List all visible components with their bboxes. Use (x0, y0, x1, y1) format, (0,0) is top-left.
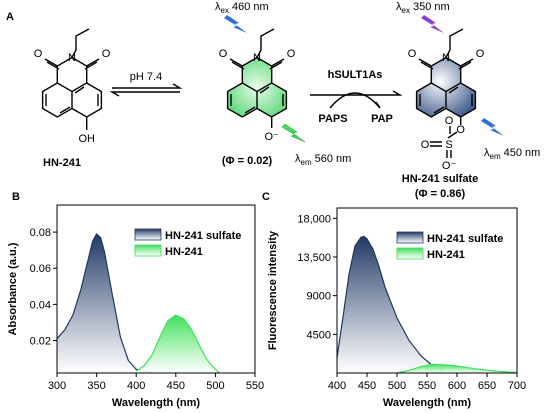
y-tick-label: 18,000 (297, 213, 331, 225)
x-tick-label: 550 (246, 380, 264, 392)
y-tick-label: 4500 (307, 329, 331, 341)
atom: O⁻ (442, 160, 457, 172)
enzyme: hSULT1As (328, 69, 383, 81)
y-tick-label: 0.06 (30, 263, 51, 275)
plot-frame (56, 204, 256, 374)
cofactor: PAP (371, 113, 393, 125)
x-tick-label: 300 (48, 380, 66, 392)
atom: N (68, 52, 76, 64)
excitation-bolt (224, 15, 247, 33)
emission-label: λem 450 nm (484, 147, 540, 161)
panel-label: C (262, 191, 270, 203)
series-line (56, 232, 153, 374)
series-line (336, 235, 446, 372)
legend-label: HN-241 sulfate (165, 230, 241, 242)
atom: O (445, 115, 454, 127)
panel-label: B (12, 191, 20, 203)
y-tick-label: 9000 (307, 291, 331, 303)
quantum-yield: (Φ = 0.02) (222, 155, 273, 167)
compound-name: HN-241 (43, 157, 81, 169)
area-fill (136, 315, 220, 373)
atom: O (219, 48, 228, 60)
condition: pH 7.4 (130, 71, 162, 83)
atom: O (287, 48, 296, 60)
quantum-yield: (Φ = 0.86) (415, 188, 466, 200)
x-tick-label: 600 (448, 380, 466, 392)
series-line (396, 363, 518, 374)
area-fill (397, 364, 517, 373)
legend-label: HN-241 (427, 249, 465, 261)
x-tick-label: 500 (388, 380, 406, 392)
atom: N (442, 52, 450, 64)
legend-swatch (134, 244, 162, 257)
y-tick-label: 0.08 (30, 227, 51, 239)
atom: O (456, 124, 465, 136)
atom: O (102, 48, 111, 60)
x-axis-title: Wavelength (nm) (383, 397, 472, 409)
x-tick-label: 350 (87, 380, 105, 392)
atom: O (408, 48, 417, 60)
emission-bolt (481, 118, 504, 136)
atom: O (421, 139, 430, 151)
panel-label: A (6, 11, 14, 23)
emission-label: λem 560 nm (295, 153, 351, 167)
atom: OH (78, 133, 95, 145)
molecule: O N O O S O O O⁻ λex 350 nm λem 450 nm HN-… (396, 1, 540, 200)
y-tick-label: 0.04 (30, 299, 51, 311)
x-tick-label: 400 (127, 380, 145, 392)
compound-name: HN-241 sulfate (402, 173, 478, 185)
area-fill (57, 233, 153, 373)
emission-bolt (281, 123, 306, 143)
y-tick-label: 13,500 (297, 252, 331, 264)
area-fill (337, 236, 445, 373)
molecule: O N O O⁻ λex 460 nm λem 560 nm (Φ = 0.02) (215, 1, 351, 167)
x-tick-label: 700 (508, 380, 526, 392)
x-tick-label: 650 (478, 380, 496, 392)
atom: O (34, 48, 43, 60)
excitation-label: λex 350 nm (396, 1, 450, 15)
legend-swatch (396, 231, 424, 244)
series-line (135, 314, 220, 374)
molecule: O N O OH HN-241 (34, 28, 111, 169)
legend-label: HN-241 sulfate (427, 233, 503, 245)
legend-swatch (396, 247, 424, 260)
cofactor: PAPS (318, 113, 347, 125)
x-tick-label: 450 (167, 380, 185, 392)
x-axis-title: Wavelength (nm) (112, 397, 201, 409)
atom: S (445, 139, 452, 151)
y-axis-title: Fluorescence intensity (267, 230, 279, 350)
x-tick-label: 550 (418, 380, 436, 392)
atom: O⁻ (265, 131, 280, 143)
y-axis-title: Absorbance (a.u.) (7, 242, 19, 335)
x-tick-label: 450 (358, 380, 376, 392)
x-tick-label: 500 (206, 380, 224, 392)
excitation-label: λex 460 nm (215, 1, 269, 15)
atom: O (476, 48, 485, 60)
legend-label: HN-241 (165, 246, 203, 258)
y-tick-label: 0.02 (30, 335, 51, 347)
excitation-bolt (421, 15, 444, 33)
x-tick-label: 400 (328, 380, 346, 392)
legend-swatch (134, 228, 162, 241)
atom: N (253, 52, 261, 64)
